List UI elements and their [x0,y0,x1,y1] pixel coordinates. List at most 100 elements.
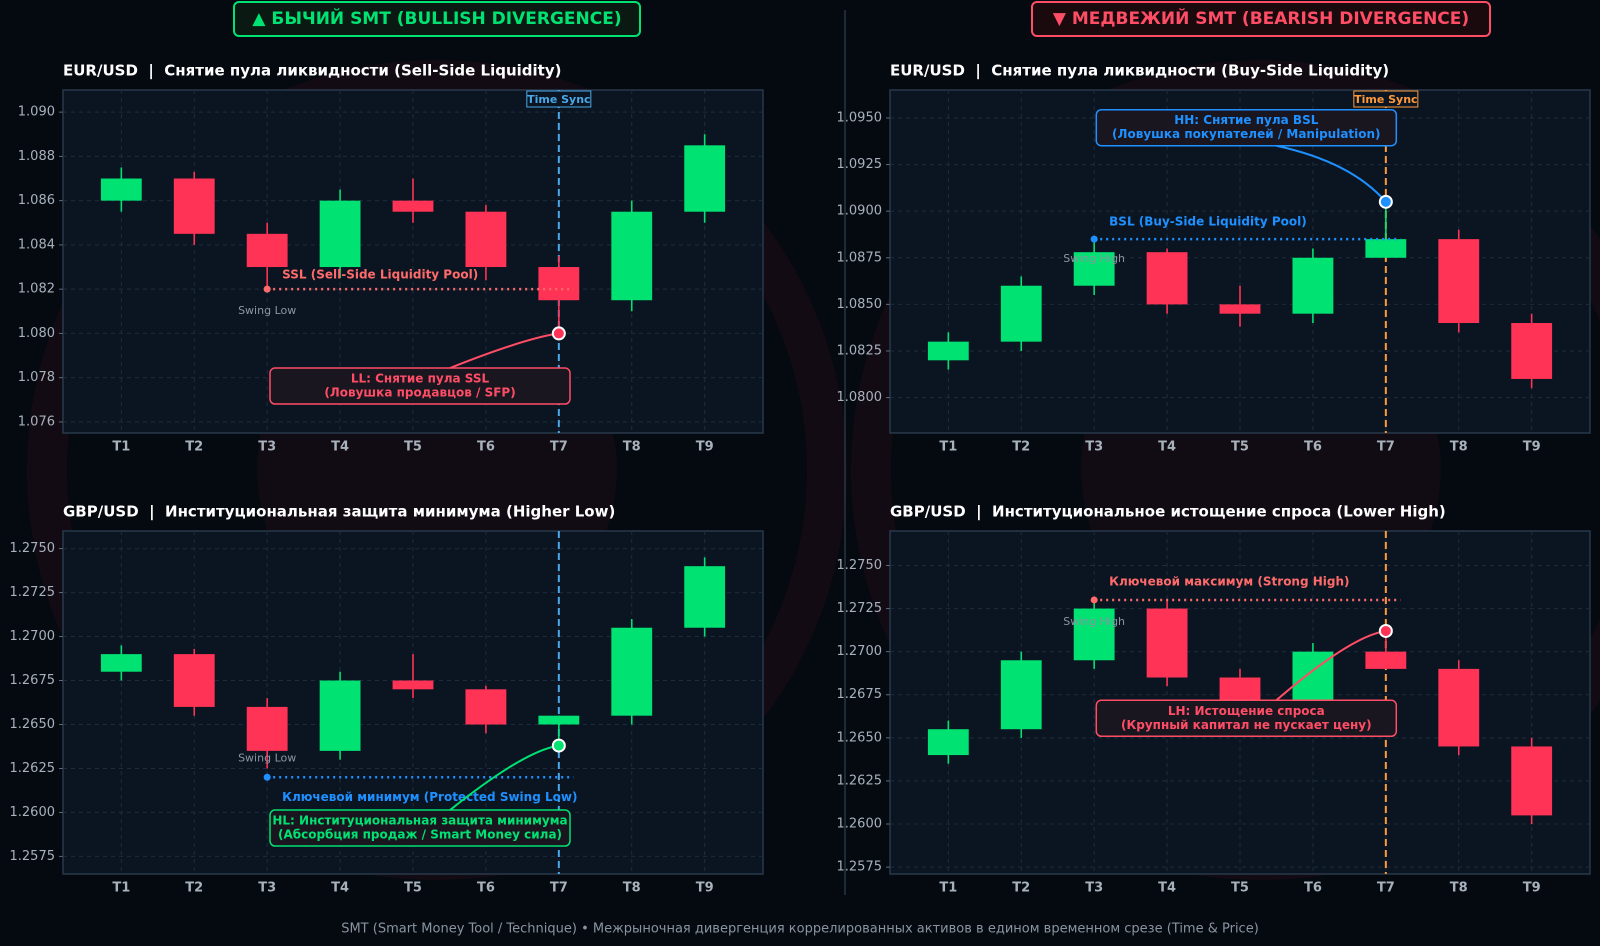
level-label: Ключевой максимум (Strong High) [1109,574,1349,588]
swing-point [1090,596,1098,604]
candle-body [1073,252,1115,286]
candle-body [611,211,653,301]
x-tick-label: T1 [112,881,130,896]
candle-body [1365,239,1407,258]
callout-text: (Ловушка продавцов / SFP) [324,386,515,400]
x-tick-label: T5 [404,440,422,455]
candle-body [246,706,288,751]
x-tick-label: T2 [1012,881,1030,896]
y-tick-label: 1.0875 [837,250,883,265]
y-tick-label: 1.2675 [10,673,56,688]
time-sync-label: Time Sync [1354,93,1417,106]
panel-title: GBP/USD | Институциональное истощение сп… [890,503,1446,522]
swing-label: Swing High [1063,615,1125,628]
panel-title: GBP/USD | Институциональная защита миним… [63,503,615,522]
x-tick-label: T4 [331,440,349,455]
y-tick-label: 1.0925 [837,157,883,172]
y-tick-label: 1.2650 [837,730,883,745]
header-bull: ▲ БЫЧИЙ SMT (BULLISH DIVERGENCE) [252,7,621,29]
x-tick-label: T2 [185,881,203,896]
y-tick-label: 1.0800 [837,390,883,405]
callout-text: (Крупный капитал не пускает цену) [1121,718,1372,732]
x-tick-label: T1 [939,881,957,896]
candle-body [1438,668,1480,747]
level-label: BSL (Buy-Side Liquidity Pool) [1109,215,1307,229]
x-tick-label: T9 [696,881,714,896]
callout-arrow [449,744,559,811]
swing-label: Swing Low [238,304,296,317]
y-tick-label: 1.084 [18,237,55,252]
y-tick-label: 1.078 [18,370,55,385]
panel-title: EUR/USD | Снятие пула ликвидности (Buy-S… [890,62,1389,81]
candle-body [246,233,288,268]
callout-text: HH: Снятие пула BSL [1174,113,1319,127]
x-tick-label: T8 [623,440,641,455]
marker [551,326,566,341]
x-tick-label: T3 [1085,881,1103,896]
candle-body [392,200,434,212]
candle-body [1073,608,1115,661]
candle-body [392,680,434,690]
y-tick-label: 1.082 [18,282,55,297]
y-tick-label: 1.2750 [10,541,56,556]
candle-body [465,689,507,725]
swing-point [263,285,271,293]
y-tick-label: 1.2675 [837,687,883,702]
y-tick-label: 1.2750 [837,558,883,573]
candle-body [927,729,969,756]
x-tick-label: T3 [1085,440,1103,455]
candle-body [100,654,142,672]
x-tick-label: T3 [258,881,276,896]
x-tick-label: T5 [1231,881,1249,896]
swing-label: Swing High [1063,252,1125,265]
candle-body [319,680,361,751]
callout-box [269,367,571,405]
x-tick-label: T8 [623,881,641,896]
x-tick-label: T6 [1304,440,1322,455]
y-tick-label: 1.2725 [837,601,883,616]
x-tick-label: T6 [477,440,495,455]
x-tick-label: T3 [258,440,276,455]
y-tick-label: 1.2600 [10,805,56,820]
y-tick-label: 1.2575 [837,860,883,875]
x-tick-label: T9 [696,440,714,455]
x-tick-label: T4 [331,881,349,896]
callout-text: LL: Снятие пула SSL [351,372,490,386]
callout-box [269,809,571,847]
x-tick-label: T2 [185,440,203,455]
time-sync-label: Time Sync [527,93,590,106]
marker [1378,623,1393,638]
candle-body [465,211,507,268]
callout-text: LH: Истощение спроса [1168,704,1325,718]
y-tick-label: 1.086 [18,193,55,208]
panel-title: EUR/USD | Снятие пула ликвидности (Sell-… [63,62,561,81]
candle-body [100,178,142,201]
x-tick-label: T9 [1523,440,1541,455]
x-tick-label: T1 [939,440,957,455]
x-tick-label: T4 [1158,881,1176,896]
candle-body [1000,660,1042,730]
candle-body [684,145,726,212]
y-tick-label: 1.2625 [10,761,56,776]
swing-label: Swing Low [238,751,296,764]
y-tick-label: 1.0825 [837,343,883,358]
y-tick-label: 1.076 [18,414,55,429]
y-tick-label: 1.2575 [10,849,56,864]
y-tick-label: 1.0850 [837,297,883,312]
candle-body [1438,239,1480,324]
marker [1378,194,1393,209]
candle-body [319,200,361,268]
y-tick-label: 1.2600 [837,817,883,832]
x-tick-label: T5 [404,881,422,896]
candle-body [1000,285,1042,342]
candle-body [1511,323,1553,379]
y-tick-label: 1.2650 [10,717,56,732]
x-tick-label: T6 [1304,881,1322,896]
level-label: Ключевой минимум (Protected Swing Low) [282,790,577,804]
footer: SMT (Smart Money Tool / Technique) • Меж… [341,922,1259,937]
y-tick-label: 1.0900 [837,204,883,219]
callout-arrow [1276,144,1387,203]
header-bear: ▼ МЕДВЕЖИЙ SMT (BEARISH DIVERGENCE) [1053,7,1469,29]
